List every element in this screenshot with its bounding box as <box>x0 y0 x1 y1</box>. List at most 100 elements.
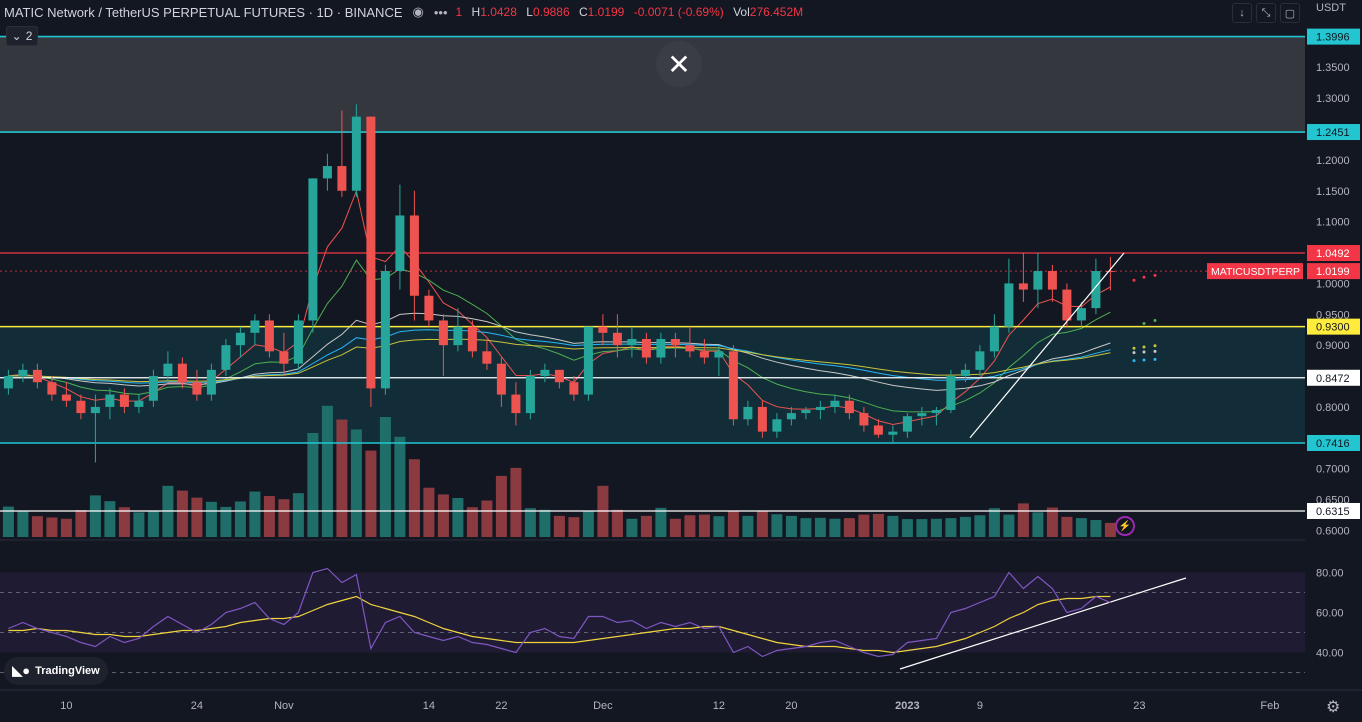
candle-body <box>699 351 709 358</box>
volume-bar <box>945 518 957 537</box>
eye-icon[interactable]: ◉ <box>412 4 424 19</box>
candle-body <box>134 400 144 407</box>
volume-bar <box>147 510 159 537</box>
time-tick-label: 12 <box>713 700 725 712</box>
volume-bar <box>104 501 116 537</box>
candle-body <box>569 382 579 395</box>
level-price-tag <box>1307 434 1360 451</box>
candle-body <box>105 394 115 407</box>
candle-body <box>235 332 245 346</box>
indicators-toggle-button[interactable]: ⌄ 2 <box>6 26 38 46</box>
candle-body <box>76 400 86 414</box>
candle-body <box>1047 271 1057 290</box>
chevron-down-icon: ⌄ <box>11 29 22 43</box>
time-tick-label: 10 <box>60 700 72 712</box>
volume-bar <box>1003 514 1015 537</box>
candle-body <box>148 376 158 401</box>
level-price-tag <box>1307 369 1360 386</box>
level-price-label: 1.0492 <box>1316 248 1350 260</box>
volume-bar <box>263 496 275 537</box>
projection-dot <box>1132 351 1136 355</box>
volume-bar <box>524 508 536 537</box>
candle-body <box>482 351 492 364</box>
chart-header: MATIC Network / TetherUS PERPETUAL FUTUR… <box>0 0 1300 24</box>
volume-bar <box>872 513 884 537</box>
candle-body <box>902 416 912 432</box>
volume-bar <box>1046 507 1058 537</box>
volume-bar <box>669 518 681 537</box>
more-icon[interactable]: ••• <box>433 4 448 20</box>
time-tick-label: Dec <box>593 700 613 712</box>
projection-dot <box>1132 346 1136 350</box>
close-value: 1.0199 <box>587 5 625 19</box>
rsi-tick-label: 60.00 <box>1316 608 1344 620</box>
candle-body <box>3 376 13 389</box>
symbol-title[interactable]: MATIC Network / TetherUS PERPETUAL FUTUR… <box>4 4 403 20</box>
price-tick-label: 0.9000 <box>1316 340 1350 352</box>
rsi-band <box>0 572 1305 653</box>
volume-bar <box>887 515 899 537</box>
level-price-label: 0.9300 <box>1316 322 1350 334</box>
symbol-tag-label: MATICUSDTPERP <box>1211 266 1300 278</box>
candle-body <box>206 369 216 395</box>
volume-bar <box>539 509 551 537</box>
price-tick-label: 0.7000 <box>1316 464 1350 476</box>
volume-bar <box>568 517 580 537</box>
volume-bar <box>1090 520 1102 537</box>
tradingview-logo[interactable]: ◣● TradingView <box>4 657 108 685</box>
volume-bar <box>1104 522 1116 537</box>
candle-body <box>554 369 564 383</box>
candle-body <box>772 419 782 432</box>
candle-body <box>627 338 637 346</box>
collapse-icon[interactable]: ⤡ <box>1256 3 1276 23</box>
candle-body <box>221 345 231 370</box>
ema-mid-line <box>8 259 1111 413</box>
candle-body <box>670 338 680 346</box>
arrow-down-icon[interactable]: ↓ <box>1232 3 1252 23</box>
projection-dot <box>1132 359 1136 363</box>
volume-bar <box>626 518 638 537</box>
projection-dot <box>1132 278 1136 282</box>
volume-bar <box>423 487 435 537</box>
volume-bar <box>466 507 478 537</box>
candle-body <box>438 320 448 346</box>
trendline-price <box>969 252 1125 439</box>
volume-bar <box>800 518 812 537</box>
candle-body <box>47 382 57 395</box>
candle-body <box>511 394 521 414</box>
candle-body <box>1033 271 1043 290</box>
projection-dot <box>1142 275 1146 279</box>
currency-label[interactable]: USDT <box>1316 2 1346 14</box>
volume-bar <box>727 510 739 537</box>
volume-bar <box>858 514 870 537</box>
change-value: -0.0071 (-0.69%) <box>633 5 724 19</box>
volume-bar <box>1061 516 1073 537</box>
candle-body <box>757 406 767 432</box>
projection-dot <box>1153 357 1157 361</box>
level-price-tag <box>1307 502 1360 519</box>
volume-bar <box>437 494 449 537</box>
volume-bar <box>611 509 623 537</box>
volume-bar <box>249 491 261 537</box>
close-icon[interactable]: ✕ <box>656 41 702 87</box>
candle-body <box>61 394 71 401</box>
projection-dot <box>1153 318 1157 322</box>
gear-icon[interactable]: ⚙ <box>1326 699 1341 716</box>
candle-body <box>250 320 260 333</box>
price-tick-label: 1.3500 <box>1316 62 1350 74</box>
lightning-icon[interactable]: ⚡ <box>1115 516 1135 536</box>
candle-body <box>496 363 506 395</box>
volume-bar <box>17 511 29 537</box>
projection-dot <box>1142 358 1146 362</box>
volume-bar <box>553 515 565 537</box>
range-zone-lower <box>0 326 1305 443</box>
tv-logo-icon: ◣● <box>12 663 31 678</box>
candle-body <box>641 338 651 358</box>
high-value: 1.0428 <box>480 5 517 19</box>
volume-bar <box>278 499 290 537</box>
ema-long-line <box>8 312 1111 391</box>
candle-body <box>337 166 347 191</box>
candle-body <box>1062 289 1072 321</box>
maximize-icon[interactable]: ▢ <box>1280 3 1300 23</box>
